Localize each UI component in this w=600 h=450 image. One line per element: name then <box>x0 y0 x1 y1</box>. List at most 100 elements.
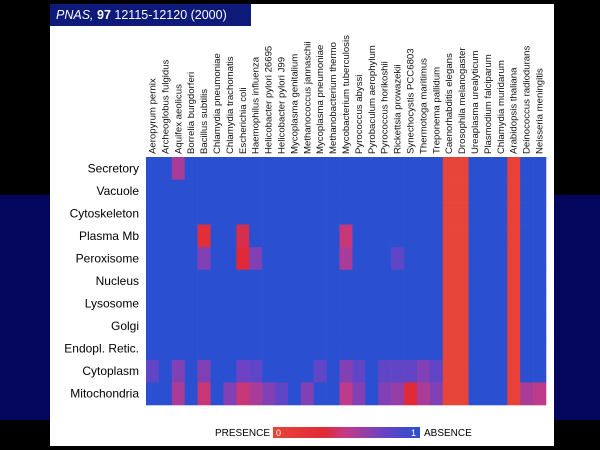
heatmap-cell <box>223 247 237 271</box>
heatmap-cell <box>158 292 173 316</box>
heatmap-cell <box>326 337 340 361</box>
column-label: Helicobacter pylori 26695 <box>264 46 275 154</box>
heatmap-cell <box>300 202 315 225</box>
heatmap-cell <box>249 269 263 293</box>
heatmap-cell <box>313 292 327 316</box>
heatmap-cell <box>455 292 469 316</box>
heatmap-cell <box>494 337 508 361</box>
heatmap-cell <box>223 179 237 203</box>
column-label: Chlamydia muridarum <box>496 60 507 154</box>
row-labels: Secretory Vacuole Cytoskeleton Plasma Mb Per… <box>64 161 139 400</box>
heatmap-cell <box>365 292 379 316</box>
heatmap-cell <box>416 337 431 361</box>
heatmap-cell <box>339 157 353 180</box>
heatmap-cell <box>481 157 495 180</box>
heatmap-cell <box>249 202 263 225</box>
heatmap-cell <box>223 292 237 316</box>
heatmap-cell <box>468 382 482 406</box>
heatmap-cell <box>404 382 418 406</box>
heatmap-cell <box>365 202 379 225</box>
heatmap-cell <box>184 269 198 293</box>
heatmap-cell <box>158 359 173 383</box>
heatmap-cell <box>404 269 418 293</box>
legend-absence-label: ABSENCE <box>424 428 472 439</box>
heatmap-cell <box>300 157 315 180</box>
heatmap-cell <box>146 337 160 361</box>
heatmap-cell <box>146 224 160 248</box>
heatmap-cell <box>171 314 186 338</box>
heatmap-cell <box>223 269 237 293</box>
heatmap-cell <box>197 337 211 361</box>
column-labels: Aeropyrum pernix Archeoglobus fulgidus Aqu… <box>147 35 545 154</box>
heatmap-cell <box>455 202 469 225</box>
heatmap-cell <box>494 157 508 180</box>
heatmap-cell <box>507 157 521 180</box>
heatmap-cell <box>223 157 237 180</box>
column-label: Pyrococcus abyssi <box>354 75 365 154</box>
heatmap-cell <box>313 179 327 203</box>
heatmap-cell <box>352 202 366 225</box>
heatmap-cell <box>236 359 250 383</box>
heatmap-cell <box>300 269 315 293</box>
heatmap-cell <box>507 224 521 248</box>
heatmap-cell <box>287 337 302 361</box>
heatmap-cell <box>468 202 482 225</box>
heatmap-cell <box>158 224 173 248</box>
heatmap-cell <box>533 292 547 316</box>
column-label: Pyrococcus horikoshii <box>380 61 391 154</box>
heatmap-cell <box>339 224 353 248</box>
heatmap-cell <box>507 314 521 338</box>
heatmap-cell <box>468 247 482 271</box>
heatmap-cell <box>262 247 276 271</box>
heatmap-cell <box>468 359 482 383</box>
heatmap-cell <box>339 202 353 225</box>
row-label: Vacuole <box>97 184 140 198</box>
heatmap-cell <box>520 337 534 361</box>
heatmap-cell <box>313 247 327 271</box>
column-label: Escherichia coli <box>238 87 249 154</box>
heatmap-cell <box>352 269 366 293</box>
heatmap-cell <box>533 314 547 338</box>
heatmap-cell <box>262 224 276 248</box>
heatmap-cell <box>287 292 302 316</box>
heatmap-cell <box>533 359 547 383</box>
heatmap-cell <box>287 382 302 406</box>
heatmap-cell <box>352 247 366 271</box>
heatmap-cell <box>313 202 327 225</box>
heatmap-cell <box>184 157 198 180</box>
heatmap-cell <box>429 202 444 225</box>
heatmap-cell <box>300 179 315 203</box>
heatmap-cell <box>300 292 315 316</box>
heatmap-cell <box>249 179 263 203</box>
heatmap-cell <box>223 202 237 225</box>
heatmap-cell <box>404 202 418 225</box>
row-label: Mitochondria <box>70 387 139 401</box>
heatmap-cell <box>494 202 508 225</box>
row-label: Plasma Mb <box>79 229 139 243</box>
column-label: Drosophila melanogaster <box>457 47 468 154</box>
heatmap-cell <box>378 224 392 248</box>
heatmap-cell <box>481 292 495 316</box>
heatmap-cell <box>262 337 276 361</box>
heatmap-cell <box>429 382 444 406</box>
heatmap-cell <box>171 157 186 180</box>
heatmap-cell <box>210 202 224 225</box>
heatmap-cell <box>210 224 224 248</box>
row-label: Cytoplasm <box>82 364 139 378</box>
heatmap-cell <box>275 359 289 383</box>
legend-color-bar <box>273 427 420 438</box>
heatmap-cell <box>507 202 521 225</box>
heatmap-cell <box>287 157 302 180</box>
heatmap-cell <box>468 179 482 203</box>
heatmap-cell <box>429 179 444 203</box>
column-label: Helicobacter pylori J99 <box>276 57 287 154</box>
heatmap-cell <box>197 382 211 406</box>
heatmap-cell <box>158 157 173 180</box>
heatmap-cell <box>378 179 392 203</box>
heatmap-cell <box>442 157 456 180</box>
heatmap-cell <box>210 247 224 271</box>
heatmap-cell <box>287 202 302 225</box>
column-label: Treponema pallidum <box>431 67 442 154</box>
column-label: Arabidopsis thaliana <box>509 67 520 154</box>
heatmap-cell <box>391 292 405 316</box>
